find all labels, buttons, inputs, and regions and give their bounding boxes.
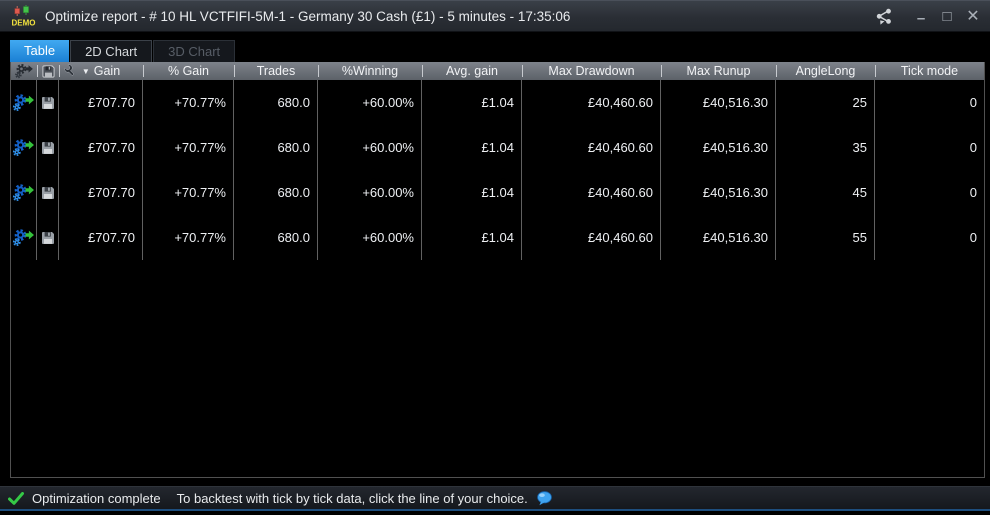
tab-3d-chart: 3D Chart <box>153 40 236 62</box>
cell-max-drawdown: £40,460.60 <box>522 125 661 170</box>
demo-badge-icon: DEMO <box>10 4 37 28</box>
report-tabs: Table 2D Chart 3D Chart <box>10 40 236 62</box>
cell-pct-winning: +60.00% <box>318 170 422 215</box>
column-header-tick-mode[interactable]: Tick mode <box>875 62 984 80</box>
run-backtest-icon[interactable] <box>11 125 37 170</box>
close-button[interactable]: ✕ <box>966 7 980 25</box>
window-controls: – □ ✕ <box>914 7 980 27</box>
demo-badge-label: DEMO <box>12 18 36 27</box>
cell-max-drawdown: £40,460.60 <box>522 215 661 260</box>
cell-tick-mode: 0 <box>969 185 977 200</box>
cell-avg-gain: £1.04 <box>422 215 522 260</box>
cell-trades: 680.0 <box>234 125 318 170</box>
tab-2d-chart[interactable]: 2D Chart <box>70 40 153 62</box>
column-label: Tick mode <box>900 64 959 78</box>
column-header-pct-gain[interactable]: % Gain <box>143 62 234 80</box>
cell-pct-gain: +70.77% <box>143 170 234 215</box>
cell-tick-mode: 0 <box>969 95 977 110</box>
save-report-icon[interactable] <box>37 62 59 80</box>
cell-max-runup: £40,516.30 <box>661 125 776 170</box>
cell-max-runup: £40,516.30 <box>661 215 776 260</box>
cell-anglelong: 35 <box>776 125 875 170</box>
save-row-icon[interactable] <box>37 215 59 260</box>
cell-pct-gain: +70.77% <box>143 215 234 260</box>
cell-pct-gain: +70.77% <box>143 125 234 170</box>
table-header: ▼ Gain % Gain Trades %Winning Avg. gain … <box>11 62 984 80</box>
cell-pct-winning: +60.00% <box>318 125 422 170</box>
cell-gain: £707.70 <box>59 80 143 125</box>
maximize-button[interactable]: □ <box>942 7 952 25</box>
column-label: Max Drawdown <box>548 64 635 78</box>
cell-pct-gain: +70.77% <box>143 80 234 125</box>
table-row[interactable]: £707.70 +70.77% 680.0 +60.00% £1.04 £40,… <box>11 125 984 170</box>
table-body: £707.70 +70.77% 680.0 +60.00% £1.04 £40,… <box>11 80 984 260</box>
run-backtest-icon[interactable] <box>11 80 37 125</box>
share-icon[interactable] <box>874 8 896 25</box>
column-label: Max Runup <box>686 64 751 78</box>
run-backtest-icon[interactable] <box>11 170 37 215</box>
cell-anglelong: 55 <box>776 215 875 260</box>
titlebar: DEMO Optimize report - # 10 HL VCTFIFI-5… <box>0 0 990 32</box>
wrench-icon[interactable] <box>61 64 74 80</box>
cell-pct-winning: +60.00% <box>318 215 422 260</box>
cell-tick-mode: 0 <box>969 230 977 245</box>
sort-desc-icon: ▼ <box>81 66 90 76</box>
column-label: % Gain <box>168 64 209 78</box>
cell-trades: 680.0 <box>234 215 318 260</box>
column-header-anglelong[interactable]: AngleLong <box>776 62 875 80</box>
cell-pct-winning: +60.00% <box>318 80 422 125</box>
status-hint: To backtest with tick by tick data, clic… <box>176 490 528 506</box>
status-bar: Optimization complete To backtest with t… <box>0 486 990 511</box>
column-label: Trades <box>256 64 296 78</box>
check-icon <box>8 491 24 505</box>
save-row-icon[interactable] <box>37 170 59 215</box>
cell-max-runup: £40,516.30 <box>661 80 776 125</box>
window-title: Optimize report - # 10 HL VCTFIFI-5M-1 -… <box>45 8 571 24</box>
column-label: Gain <box>93 64 121 78</box>
table-row[interactable]: £707.70 +70.77% 680.0 +60.00% £1.04 £40,… <box>11 215 984 260</box>
cell-tick-mode: 0 <box>969 140 977 155</box>
status-message: Optimization complete <box>32 490 161 506</box>
results-table: ▼ Gain % Gain Trades %Winning Avg. gain … <box>10 62 985 478</box>
column-label: %Winning <box>341 64 399 78</box>
cell-anglelong: 25 <box>776 80 875 125</box>
column-header-pct-winning[interactable]: %Winning <box>318 62 422 80</box>
column-header-max-runup[interactable]: Max Runup <box>661 62 776 80</box>
speech-bubble-icon <box>536 490 553 506</box>
cell-trades: 680.0 <box>234 80 318 125</box>
cell-avg-gain: £1.04 <box>422 125 522 170</box>
table-row[interactable]: £707.70 +70.77% 680.0 +60.00% £1.04 £40,… <box>11 170 984 215</box>
column-header-gain[interactable]: ▼ Gain <box>59 62 143 80</box>
cell-trades: 680.0 <box>234 170 318 215</box>
cell-max-drawdown: £40,460.60 <box>522 80 661 125</box>
cell-max-runup: £40,516.30 <box>661 170 776 215</box>
cell-gain: £707.70 <box>59 125 143 170</box>
cell-avg-gain: £1.04 <box>422 80 522 125</box>
table-row[interactable]: £707.70 +70.77% 680.0 +60.00% £1.04 £40,… <box>11 80 984 125</box>
minimize-button[interactable]: – <box>916 9 926 27</box>
cell-max-drawdown: £40,460.60 <box>522 170 661 215</box>
column-label: Avg. gain <box>446 64 498 78</box>
run-backtest-icon[interactable] <box>11 215 37 260</box>
cell-anglelong: 45 <box>776 170 875 215</box>
settings-gears-icon[interactable] <box>11 62 37 80</box>
save-row-icon[interactable] <box>37 80 59 125</box>
column-header-avg-gain[interactable]: Avg. gain <box>422 62 522 80</box>
save-row-icon[interactable] <box>37 125 59 170</box>
cell-gain: £707.70 <box>59 215 143 260</box>
column-label: AngleLong <box>795 64 856 78</box>
column-header-max-drawdown[interactable]: Max Drawdown <box>522 62 661 80</box>
cell-gain: £707.70 <box>59 170 143 215</box>
tab-table[interactable]: Table <box>10 40 70 62</box>
cell-avg-gain: £1.04 <box>422 170 522 215</box>
column-header-trades[interactable]: Trades <box>234 62 318 80</box>
